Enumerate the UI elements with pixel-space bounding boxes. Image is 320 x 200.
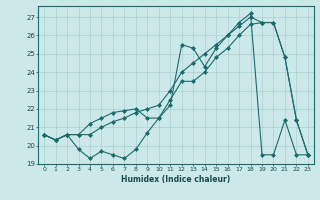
X-axis label: Humidex (Indice chaleur): Humidex (Indice chaleur) bbox=[121, 175, 231, 184]
